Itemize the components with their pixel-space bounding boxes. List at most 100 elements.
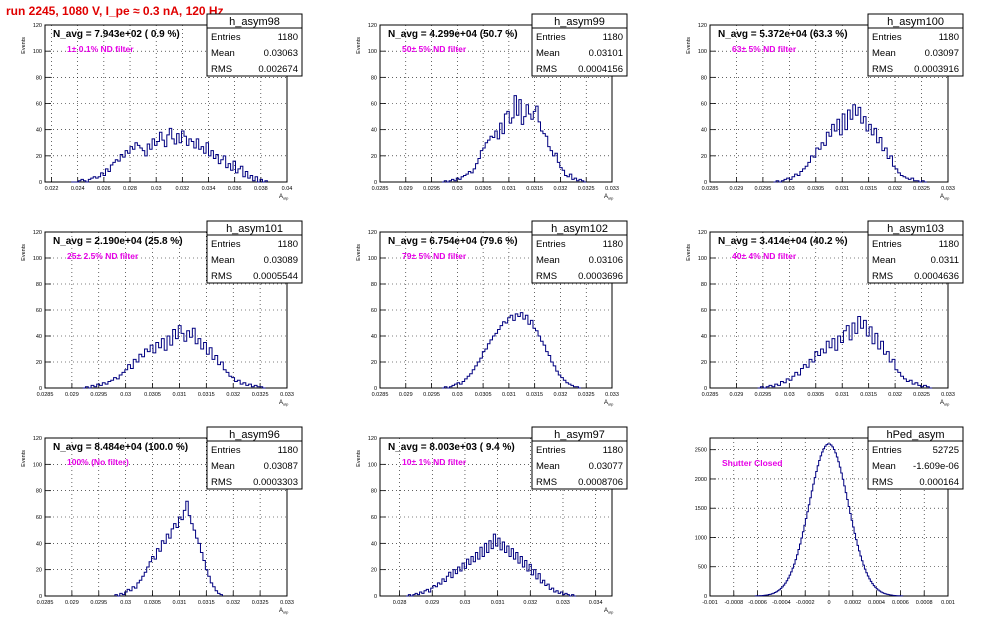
run-title: run 2245, 1080 V, I_pe ≈ 0.3 nA, 120 Hz: [6, 4, 224, 18]
stats-row-value: 0.0005544: [253, 271, 298, 282]
stats-row-label: RMS: [211, 271, 232, 282]
x-tick-label: 0.0006: [892, 600, 909, 606]
x-tick-label: 0.0315: [526, 392, 543, 398]
histogram-panel-h_asym98: 0.022 0.024 0.026 0.028 0.03 0.032 0.034 0.036 0…: [21, 13, 303, 201]
y-tick-label: 120: [368, 23, 377, 29]
histogram-line: [441, 95, 587, 183]
stats-title: h_asym101: [226, 223, 283, 235]
y-tick-label: 100: [368, 462, 377, 468]
x-tick-label: 0.038: [254, 186, 268, 192]
y-tick-label: 0: [704, 594, 707, 600]
x-tick-label: 0.0325: [578, 186, 595, 192]
filter-note: 79± 5% ND filter: [402, 251, 467, 261]
x-tick-label: 0.0315: [860, 186, 877, 192]
stats-box: [867, 220, 964, 284]
stats-row-label: Mean: [211, 461, 235, 472]
x-tick-label: 0.03: [460, 600, 471, 606]
x-tick-label: 0: [827, 600, 830, 606]
stats-row-label: RMS: [211, 477, 232, 488]
y-tick-label: 100: [698, 256, 707, 262]
filter-note: 25± 2.5% ND filter: [67, 251, 139, 261]
x-tick-label: 0.0305: [807, 392, 824, 398]
stats-box: [206, 220, 303, 284]
stats-row-value: 0.0004156: [578, 64, 623, 75]
stats-title: hPed_asym: [886, 429, 944, 441]
y-tick-label: 80: [36, 489, 42, 495]
x-tick-label: 0.0295: [90, 600, 107, 606]
stats-row-label: RMS: [536, 477, 557, 488]
stats-row-value: 1180: [603, 445, 623, 456]
x-tick-label: 0.0285: [37, 392, 54, 398]
histogram-panel-h_asym97: 0.028 0.029 0.03 0.031 0.032 0.033 0.034 0 20 40 6…: [356, 426, 628, 615]
navg-label: N_avg = 3.414e+04 (40.2 %): [718, 236, 848, 247]
stats-row-label: RMS: [536, 64, 557, 75]
y-tick-label: 40: [371, 541, 377, 547]
y-tick-label: 0: [704, 386, 707, 392]
y-axis-title: Events: [686, 37, 692, 54]
x-tick-label: 0.03: [452, 392, 463, 398]
stats-row-value: 0.03087: [264, 461, 298, 472]
x-tick-label: -0.0004: [772, 600, 791, 606]
stats-title: h_asym103: [887, 223, 944, 235]
x-tick-label: 0.034: [589, 600, 603, 606]
y-tick-label: 20: [36, 360, 42, 366]
filter-note: 50± 5% ND filter: [402, 44, 467, 54]
stats-box: [206, 426, 303, 490]
y-tick-label: 60: [36, 308, 42, 314]
x-tick-label: 0.029: [65, 600, 79, 606]
filter-note: 10± 1% ND filter: [402, 457, 467, 467]
stats-row-label: RMS: [872, 477, 893, 488]
x-tick-label: 0.0325: [578, 392, 595, 398]
y-tick-label: 100: [368, 49, 377, 55]
stats-row-label: Entries: [211, 239, 241, 250]
x-tick-label: 0.03: [784, 392, 795, 398]
x-tick-label: -0.001: [702, 600, 718, 606]
y-tick-label: 80: [36, 282, 42, 288]
x-tick-label: 0.0325: [252, 392, 269, 398]
stats-row-label: RMS: [872, 64, 893, 75]
stats-row-value: 0.0003303: [253, 477, 298, 488]
stats-row-label: Mean: [211, 255, 235, 266]
x-tick-label: 0.03: [452, 186, 463, 192]
stats-box: [867, 426, 964, 490]
stats-row-label: Entries: [536, 32, 566, 43]
x-tick-label: 0.0305: [144, 600, 161, 606]
y-axis-title: Events: [21, 244, 27, 261]
y-tick-label: 80: [371, 489, 377, 495]
stats-row-value: 1180: [278, 239, 298, 250]
y-tick-label: 1000: [695, 535, 707, 541]
y-tick-label: 80: [36, 75, 42, 81]
y-tick-label: 60: [701, 102, 707, 108]
y-tick-label: 0: [39, 386, 42, 392]
y-tick-label: 0: [39, 594, 42, 600]
stats-row-value: 1180: [278, 445, 298, 456]
x-tick-label: 0.029: [399, 186, 413, 192]
x-axis-title: Auip: [279, 400, 289, 407]
x-tick-label: 0.033: [941, 186, 955, 192]
y-tick-label: 20: [701, 360, 707, 366]
stats-row-label: Mean: [211, 48, 235, 59]
x-axis-title: Auip: [604, 608, 614, 615]
x-tick-label: 0.029: [730, 392, 744, 398]
x-tick-label: 0.031: [491, 600, 505, 606]
x-tick-label: 0.03: [784, 186, 795, 192]
stats-row-value: 1180: [603, 32, 623, 43]
stats-row-label: RMS: [872, 271, 893, 282]
stats-row-value: 1180: [603, 239, 623, 250]
y-tick-label: 120: [368, 230, 377, 236]
y-axis-title: Events: [356, 37, 362, 54]
stats-box: [531, 220, 628, 284]
stats-row-value: 0.0003696: [578, 271, 623, 282]
stats-box: [531, 13, 628, 77]
x-tick-label: 0.032: [175, 186, 189, 192]
histogram-line: [114, 500, 223, 597]
stats-title: h_asym97: [554, 429, 605, 441]
y-tick-label: 40: [371, 334, 377, 340]
x-tick-label: 0.031: [835, 392, 849, 398]
stats-title: h_asym100: [887, 16, 944, 28]
x-tick-label: 0.0295: [754, 392, 771, 398]
stats-title: h_asym96: [229, 429, 280, 441]
y-tick-label: 80: [371, 282, 377, 288]
y-tick-label: 60: [36, 102, 42, 108]
